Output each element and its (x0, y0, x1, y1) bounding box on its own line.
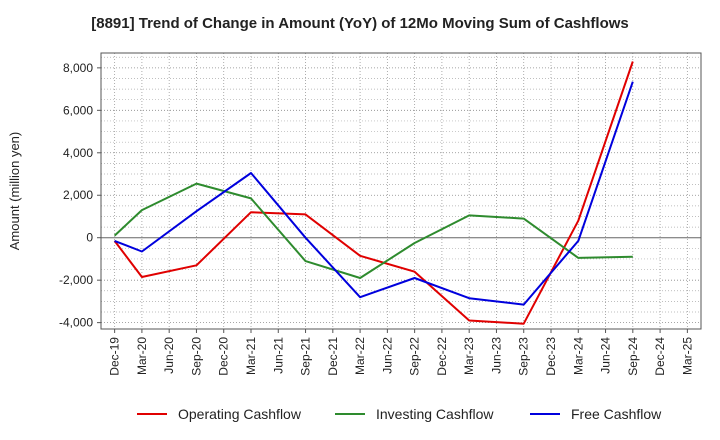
series-line-free-cashflow (114, 81, 634, 306)
x-tick-label: Mar-25 (680, 337, 694, 375)
y-tick-label: -2,000 (59, 273, 93, 287)
y-tick-label: 0 (86, 231, 93, 245)
x-tick-label: Dec-22 (435, 337, 449, 376)
x-tick-label: Jun-22 (380, 337, 394, 374)
x-axis-ticks: Dec-19 Mar-20 Jun-20 Sep-20 Dec-20 Mar-21 Jun-… (108, 329, 694, 376)
x-tick-label: Jun-21 (271, 337, 285, 374)
x-tick-label: Mar-24 (571, 337, 585, 375)
x-tick-label: Mar-22 (353, 337, 367, 375)
x-tick-label: Mar-20 (135, 337, 149, 375)
series-line-investing-cashflow (113, 182, 633, 279)
x-tick-label: Jun-23 (489, 337, 503, 374)
chart-title: [8891] Trend of Change in Amount (YoY) o… (91, 15, 629, 32)
x-tick-label: Dec-19 (108, 337, 122, 376)
series-layer (113, 61, 634, 325)
x-tick-label: Sep-20 (189, 337, 203, 376)
x-tick-label: Dec-23 (544, 337, 558, 376)
x-tick-label: Dec-24 (653, 337, 667, 376)
y-tick-label: 6,000 (63, 103, 93, 117)
y-tick-label: -4,000 (59, 316, 93, 330)
x-tick-label: Sep-22 (408, 337, 422, 376)
y-tick-label: 8,000 (63, 61, 93, 75)
legend: Operating Cashflow Investing Cashflow Free… (137, 406, 662, 422)
y-axis-ticks: -4,000 -2,000 0 2,000 4,000 6,000 8,000 (59, 61, 101, 330)
x-tick-label: Dec-20 (217, 337, 231, 376)
x-tick-label: Jun-24 (599, 337, 613, 374)
x-tick-label: Mar-23 (462, 337, 476, 375)
legend-label: Operating Cashflow (178, 406, 302, 422)
x-tick-label: Mar-21 (244, 337, 258, 375)
y-axis-label: Amount (million yen) (7, 132, 22, 251)
x-tick-label: Sep-21 (299, 337, 313, 376)
y-tick-label: 4,000 (63, 146, 93, 160)
x-tick-label: Sep-24 (626, 337, 640, 376)
legend-label: Investing Cashflow (376, 406, 494, 422)
grid-layer (101, 53, 701, 329)
series-line-operating-cashflow (113, 61, 634, 325)
y-tick-label: 2,000 (63, 188, 93, 202)
x-tick-label: Sep-23 (517, 337, 531, 376)
plot-frame (100, 52, 702, 330)
x-tick-label: Dec-21 (326, 337, 340, 376)
legend-label: Free Cashflow (571, 406, 662, 422)
x-tick-label: Jun-20 (162, 337, 176, 374)
